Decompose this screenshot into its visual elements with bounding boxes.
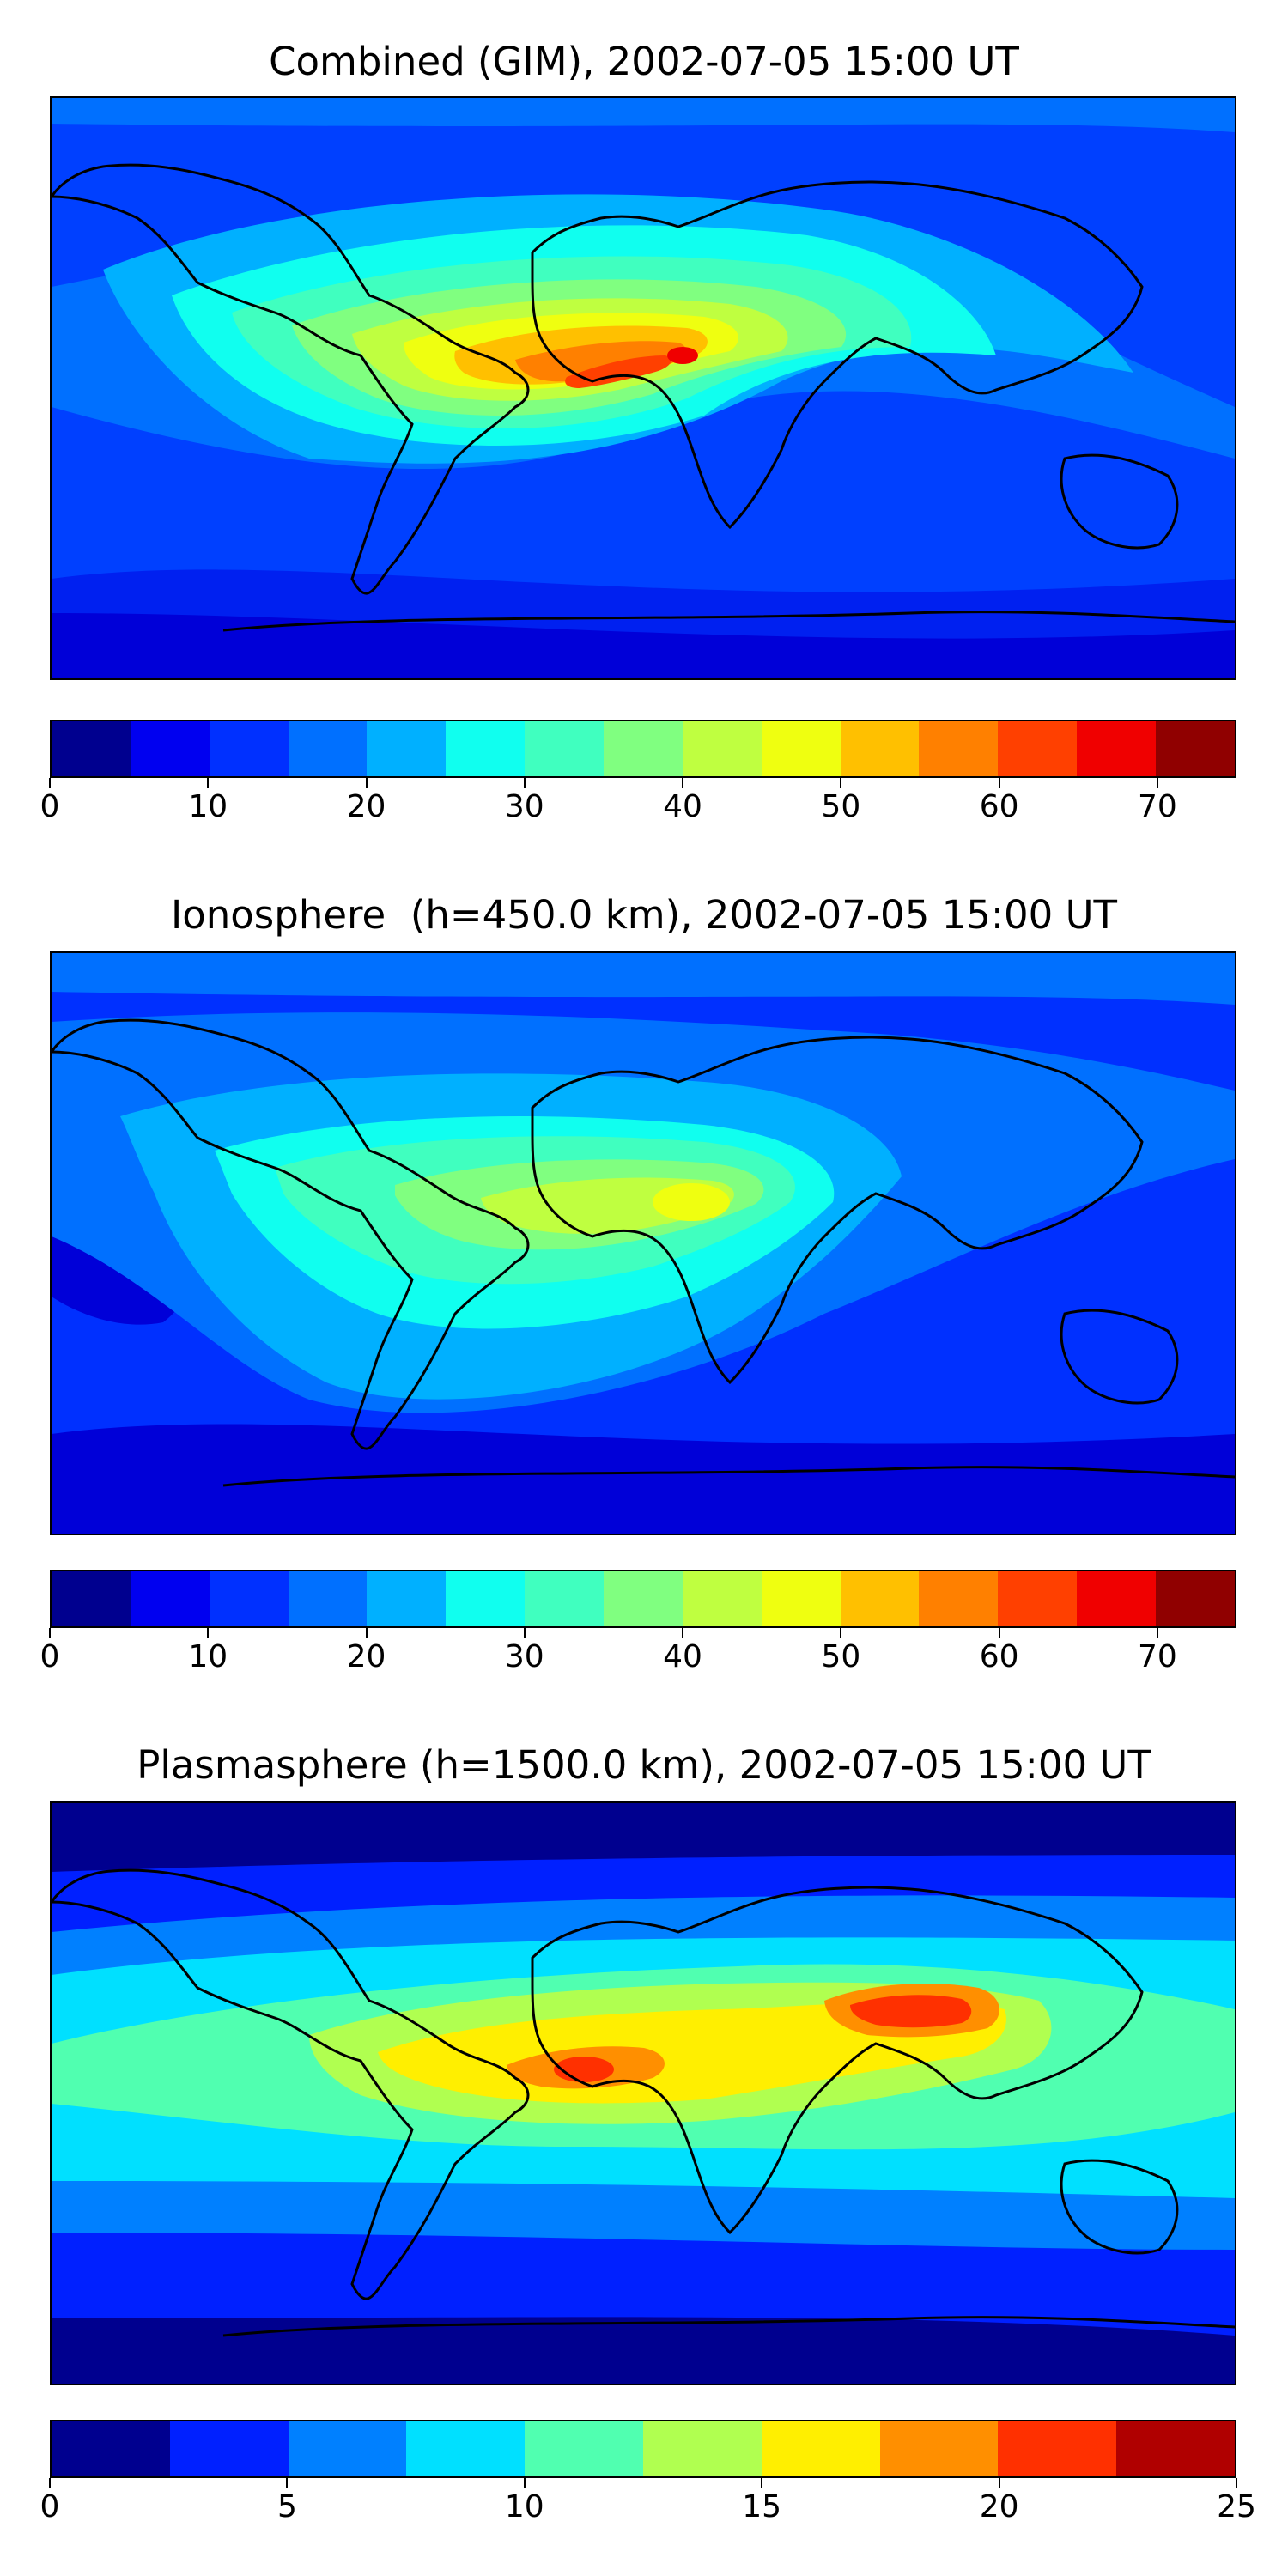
colorbar-tick-label: 0 (39, 1639, 60, 1674)
colorbar-tick-label: 50 (821, 1639, 861, 1674)
colorbar-tick-label: 70 (1137, 1639, 1177, 1674)
colorbar-segment (761, 2421, 880, 2476)
colorbar (50, 2420, 1236, 2478)
colorbar-segment (525, 1571, 605, 1626)
colorbar-segment (367, 721, 447, 776)
colorbar (50, 720, 1236, 778)
colorbar-tick (49, 2478, 51, 2488)
colorbar-segment (130, 721, 210, 776)
colorbar-segment (446, 721, 526, 776)
colorbar-segment (446, 1571, 526, 1626)
colorbar-tick (207, 778, 210, 788)
colorbar-segment (642, 2421, 762, 2476)
colorbar-segment (761, 721, 841, 776)
colorbar-segment (169, 2421, 289, 2476)
colorbar-segment (761, 1571, 841, 1626)
colorbar-tick-label: 60 (979, 1639, 1019, 1674)
colorbar-tick-label: 20 (346, 1639, 386, 1674)
colorbar-segment (406, 2421, 526, 2476)
colorbar-tick-label: 25 (1217, 2489, 1256, 2524)
colorbar-segment (840, 1571, 920, 1626)
colorbar-tick (1156, 1628, 1158, 1638)
colorbar-tick-label: 0 (39, 789, 60, 824)
colorbar-tick (523, 2478, 526, 2488)
colorbar-tick (1236, 2478, 1237, 2488)
colorbar-segment (840, 721, 920, 776)
colorbar-tick-label: 40 (663, 1639, 702, 1674)
combined-gim-map (50, 96, 1236, 680)
colorbar-segment (919, 721, 999, 776)
colorbar-segment (1116, 2421, 1235, 2476)
combined-tec-contour-field (52, 98, 1235, 678)
colorbar-tick (286, 2478, 289, 2488)
colorbar-tick-label: 5 (276, 2489, 297, 2524)
colorbar-segment (604, 1571, 683, 1626)
colorbar-tick-label: 60 (979, 789, 1019, 824)
colorbar-tick (998, 778, 1000, 788)
plasmasphere-map (50, 1801, 1236, 2385)
colorbar-tick (365, 1628, 368, 1638)
colorbar-tick (523, 1628, 526, 1638)
colorbar-tick-label: 30 (504, 789, 544, 824)
colorbar-segment (998, 1571, 1078, 1626)
colorbar-tick (523, 778, 526, 788)
ionosphere-map (50, 951, 1236, 1535)
panel-title: Ionosphere (h=450.0 km), 2002-07-05 15:0… (170, 892, 1118, 938)
colorbar-tick-label: 20 (346, 789, 386, 824)
plasmasphere-tec-contour-field (52, 1803, 1235, 2384)
colorbar-segment (682, 721, 762, 776)
colorbar-segment (1156, 1571, 1235, 1626)
colorbar-segment (604, 721, 683, 776)
colorbar-segment (682, 1571, 762, 1626)
colorbar-tick (682, 1628, 684, 1638)
colorbar-segment (52, 721, 131, 776)
colorbar-segment (1156, 721, 1235, 776)
colorbar-tick (49, 778, 51, 788)
colorbar-tick (365, 778, 368, 788)
colorbar-segment (1077, 1571, 1157, 1626)
colorbar-segment (998, 721, 1078, 776)
colorbar-tick (49, 1628, 51, 1638)
colorbar-segment (1077, 721, 1157, 776)
colorbar (50, 1570, 1236, 1628)
colorbar-tick (1156, 778, 1158, 788)
colorbar-tick-label: 10 (188, 789, 228, 824)
colorbar-tick (840, 778, 842, 788)
colorbar-segment (525, 2421, 643, 2476)
colorbar-segment (209, 721, 289, 776)
colorbar-tick (998, 1628, 1000, 1638)
colorbar-tick-label: 40 (663, 789, 702, 824)
colorbar-tick-label: 10 (188, 1639, 228, 1674)
colorbar-tick-label: 30 (504, 1639, 544, 1674)
colorbar-tick-label: 20 (979, 2489, 1019, 2524)
colorbar-tick (761, 2478, 763, 2488)
colorbar-tick-label: 0 (39, 2489, 60, 2524)
colorbar-tick (682, 778, 684, 788)
colorbar-segment (52, 2421, 170, 2476)
colorbar-tick (207, 1628, 210, 1638)
colorbar-segment (525, 721, 605, 776)
colorbar-tick-label: 15 (742, 2489, 782, 2524)
colorbar-tick (998, 2478, 1000, 2488)
colorbar-segment (998, 2421, 1117, 2476)
colorbar-segment (130, 1571, 210, 1626)
colorbar-tick (840, 1628, 842, 1638)
colorbar-segment (288, 2421, 407, 2476)
colorbar-segment (209, 1571, 289, 1626)
colorbar-segment (288, 721, 368, 776)
colorbar-tick-label: 70 (1137, 789, 1177, 824)
colorbar-tick-label: 50 (821, 789, 861, 824)
panel-title: Combined (GIM), 2002-07-05 15:00 UT (269, 39, 1019, 84)
colorbar-segment (52, 1571, 131, 1626)
ionosphere-tec-contour-field (52, 953, 1235, 1534)
colorbar-tick-label: 10 (504, 2489, 544, 2524)
colorbar-segment (367, 1571, 447, 1626)
colorbar-segment (919, 1571, 999, 1626)
colorbar-segment (288, 1571, 368, 1626)
panel-title: Plasmasphere (h=1500.0 km), 2002-07-05 1… (137, 1742, 1151, 1788)
colorbar-segment (879, 2421, 999, 2476)
